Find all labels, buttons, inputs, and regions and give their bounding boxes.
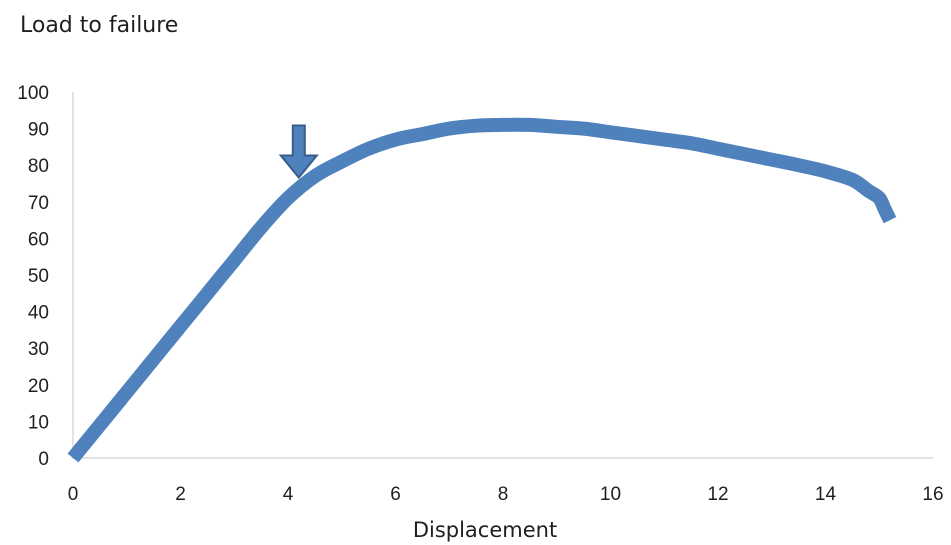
data-point (851, 179, 853, 181)
y-tick-label: 70 (28, 193, 49, 214)
y-tick-label: 60 (28, 229, 49, 250)
data-point (690, 142, 692, 144)
chart-title: Load to failure (20, 13, 178, 38)
data-point (475, 125, 477, 127)
y-tick-label: 40 (28, 303, 49, 324)
x-tick-label: 8 (498, 484, 509, 505)
data-point (771, 159, 773, 161)
down-arrow-marker (278, 124, 319, 180)
series-group (67, 117, 897, 463)
data-point (556, 126, 558, 128)
x-tick-label: 16 (922, 484, 943, 505)
data-point (72, 457, 74, 459)
data-point (341, 161, 343, 162)
x-tick-label: 4 (283, 484, 294, 505)
y-tick-label: 30 (28, 339, 49, 360)
data-point (636, 135, 638, 137)
x-tick-label: 0 (68, 484, 79, 505)
series-line (67, 117, 897, 463)
x-axis-label: Displacement (413, 518, 557, 542)
data-point (99, 424, 101, 426)
x-tick-labels: 0 2 4 6 8 10 12 14 16 (68, 484, 944, 505)
data-point (314, 175, 316, 177)
data-point (180, 325, 181, 327)
data-point (448, 128, 450, 130)
x-tick-label: 10 (600, 484, 621, 505)
data-point (884, 208, 886, 210)
data-point (717, 148, 719, 150)
data-point (798, 164, 800, 166)
data-point (744, 153, 746, 155)
x-tick-label: 12 (707, 484, 728, 505)
y-tick-label: 100 (17, 83, 49, 104)
data-point (153, 358, 155, 360)
data-point (502, 124, 504, 126)
data-point (126, 391, 128, 393)
data-point (610, 131, 611, 133)
data-point (529, 124, 531, 126)
data-point (206, 292, 208, 294)
data-point (878, 197, 880, 199)
data-point (395, 139, 396, 141)
data-point (663, 139, 665, 141)
y-tick-labels: 0 10 20 30 40 50 60 70 80 90 100 (17, 83, 49, 470)
data-point (287, 197, 289, 199)
y-tick-label: 0 (38, 449, 49, 470)
data-point (825, 170, 826, 172)
data-point (260, 226, 262, 228)
x-tick-label: 6 (390, 484, 401, 505)
data-point (421, 133, 423, 135)
y-tick-label: 90 (28, 120, 49, 141)
data-point (233, 259, 235, 261)
data-point (868, 190, 869, 192)
x-tick-label: 2 (175, 484, 186, 505)
data-point (889, 219, 891, 221)
data-point (583, 128, 585, 130)
data-point (368, 148, 370, 150)
y-tick-label: 80 (28, 156, 49, 177)
y-tick-label: 50 (28, 266, 49, 287)
x-tick-label: 14 (815, 484, 837, 505)
annotation-group (278, 124, 319, 180)
y-tick-label: 20 (28, 376, 49, 397)
y-tick-label: 10 (28, 412, 49, 433)
